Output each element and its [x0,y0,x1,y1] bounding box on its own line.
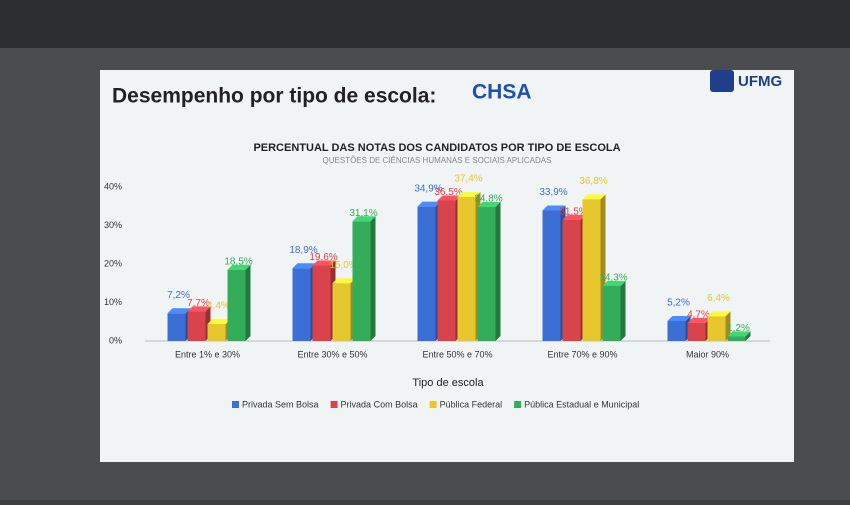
chart-subtitle: QUESTÕES DE CIÊNCIAS HUMANAS E SOCIAIS A… [323,156,552,165]
bar [727,336,746,341]
bar [687,322,706,341]
value-label: 36,5% [434,187,462,198]
value-label: 7,7% [187,298,210,309]
value-label: 14,3% [599,273,627,284]
bar-top [227,264,251,270]
x-tick-label: Maior 90% [686,349,729,359]
bar-top [332,278,356,284]
y-tick-label: 20% [104,258,122,268]
bar-top [562,214,586,220]
bar-side [620,280,626,341]
legend-swatch [514,401,522,408]
bar-top [687,317,711,323]
value-label: 1,2% [727,323,750,334]
value-label: 5,2% [667,298,690,309]
y-tick-label: 10% [104,297,122,307]
bar-top [352,216,376,222]
x-tick-label: Entre 50% e 70% [422,349,492,359]
value-label: 36,8% [579,176,607,187]
legend-label: Pública Federal [440,399,503,409]
slide-title: Desempenho por tipo de escola: [112,85,436,108]
bar-top [542,205,566,211]
bar [207,324,226,341]
x-tick-label: Entre 1% e 30% [175,349,240,359]
bar [332,283,351,341]
value-label: 4,4% [207,301,230,312]
slide-title-highlight: CHSA [472,81,532,104]
bar-top [187,306,211,312]
value-label: 33,9% [539,187,567,198]
bar [292,268,311,341]
bar [542,210,561,341]
bar-side [245,264,251,341]
legend-label: Privada Sem Bolsa [242,399,319,409]
value-label: 7,2% [167,290,190,301]
bar [227,269,246,341]
bar-side [370,216,376,341]
bar-top [167,308,191,314]
bar-top [582,194,606,200]
bar [417,206,436,341]
bar [437,200,456,341]
bar-top [727,331,751,337]
value-label: 31,1% [349,208,377,219]
bar-side [495,202,501,341]
x-tick-label: Entre 30% e 50% [297,349,367,359]
bar-top [707,311,731,317]
y-tick-label: 0% [109,335,122,345]
bar [602,285,621,341]
x-tick-label: Entre 70% e 90% [547,349,617,359]
bar-top [207,319,231,325]
bar-top [667,315,691,321]
value-label: 34,9% [414,183,442,194]
value-label: 18,9% [289,245,317,256]
legend-label: Privada Com Bolsa [341,399,418,409]
bar-top [437,195,461,201]
bar-top [292,263,316,269]
x-axis-label: Tipo de escola [412,377,484,389]
value-label: 31,5% [559,206,587,217]
value-label: 4,7% [687,310,710,321]
y-tick-label: 40% [104,181,122,191]
value-label: 6,4% [707,293,730,304]
value-label: 18,5% [224,256,252,267]
bar-top [477,202,501,208]
y-tick-label: 30% [104,220,122,230]
bar-side [725,311,731,341]
logo-mark [710,70,734,92]
bar [167,313,186,341]
value-label: 19,6% [309,252,337,263]
legend-label: Pública Estadual e Municipal [524,399,639,409]
value-label: 37,4% [454,174,482,185]
bar-top [417,201,441,207]
logo-text: UFMG [738,73,782,90]
chart-title: PERCENTUAL DAS NOTAS DOS CANDIDATOS POR … [253,142,620,154]
curtain [0,0,850,48]
bar [312,265,331,341]
bar [352,221,371,341]
value-label: 34,8% [474,194,502,205]
bar [582,199,601,341]
bar [477,207,496,341]
bar-side [745,331,751,341]
bar [187,311,206,341]
bar [707,316,726,341]
bar-top [457,192,481,198]
bar [667,320,686,341]
bar-top [602,280,626,286]
bar [562,219,581,341]
bar [457,197,476,341]
legend-swatch [429,401,437,408]
bar-top [312,260,336,266]
legend-swatch [232,401,239,408]
legend-swatch [330,401,338,408]
value-label: 15,0% [329,260,357,271]
